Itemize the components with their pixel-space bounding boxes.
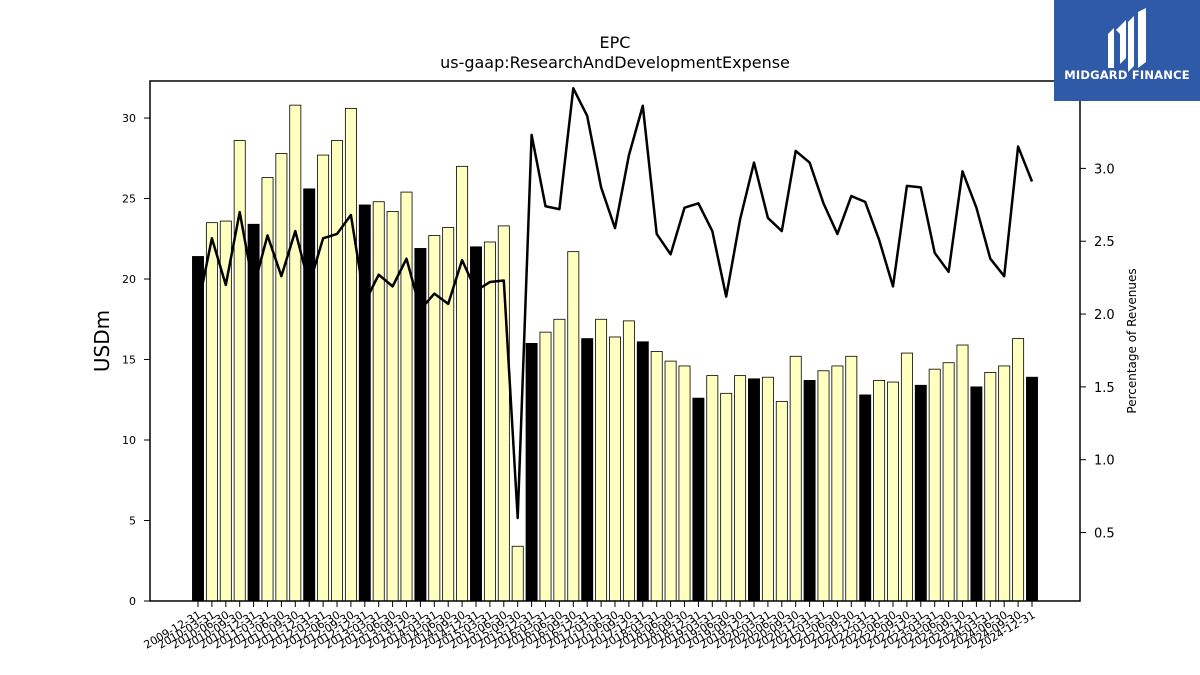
bar-2021-03-31 — [817, 370, 830, 602]
bar-2017-12-31 — [636, 341, 649, 602]
bar-2019-12-31 — [748, 378, 760, 602]
y2-tick-label: 3.0 — [1094, 162, 1115, 177]
bar-2017-03-31 — [595, 318, 608, 602]
bar-2016-09-30 — [567, 251, 580, 602]
bar-2019-09-30 — [734, 375, 747, 602]
bar-2019-03-31 — [706, 375, 719, 602]
bar-2022-09-30 — [900, 352, 913, 602]
bar-group — [192, 104, 1038, 602]
bar-2012-09-30 — [344, 107, 357, 602]
bar-2013-03-31 — [372, 201, 385, 602]
bar-2012-12-31 — [358, 204, 371, 602]
bar-2012-03-31 — [317, 154, 330, 602]
bar-2010-12-31 — [247, 223, 260, 602]
chart-subtitle: us-gaap:ResearchAndDevelopmentExpense — [440, 53, 790, 72]
bar-2017-06-30 — [609, 336, 621, 602]
bar-2014-12-31 — [470, 246, 482, 602]
bar-2020-12-31 — [803, 380, 816, 602]
midgard-finance-logo: MIDGARD FINANCE — [1054, 0, 1200, 101]
y2-tick-label: 2.5 — [1094, 235, 1115, 250]
y-tick-label: 5 — [129, 515, 136, 528]
bar-2022-06-30 — [887, 381, 899, 602]
y-tick-label: 15 — [122, 354, 136, 367]
bar-2010-06-30 — [219, 220, 232, 602]
bar-2013-09-30 — [400, 191, 413, 602]
bar-2013-06-30 — [386, 210, 399, 602]
bar-2018-09-30 — [678, 365, 691, 602]
bar-2021-09-30 — [845, 355, 858, 602]
y2-tick-label: 2.0 — [1094, 308, 1115, 323]
bar-2023-12-31 — [970, 386, 983, 602]
bar-2014-03-31 — [428, 235, 441, 602]
right-axis-ticks: 0.51.01.52.02.53.03.5 — [1080, 90, 1115, 542]
y-tick-label: 25 — [122, 193, 136, 206]
bar-2009-12-31 — [192, 256, 204, 602]
bar-2012-06-30 — [331, 140, 343, 602]
y2-tick-label: 1.0 — [1094, 454, 1115, 469]
bar-2023-03-31 — [928, 368, 941, 602]
bar-2015-09-30 — [511, 545, 524, 602]
bar-2013-12-31 — [414, 248, 427, 602]
bar-2010-09-30 — [233, 140, 246, 602]
bar-2014-09-30 — [456, 165, 469, 602]
x-axis-ticks: 2009-12-312010-03-312010-06-302010-09-30… — [142, 601, 1038, 652]
bar-2011-12-31 — [303, 188, 316, 602]
bar-2018-06-30 — [664, 360, 677, 602]
bar-2019-06-30 — [720, 392, 733, 602]
bar-2023-06-30 — [942, 362, 955, 602]
chart-title: EPC — [600, 33, 631, 52]
bar-2021-12-31 — [859, 394, 872, 602]
bar-2015-03-31 — [483, 241, 496, 602]
bar-2021-06-30 — [831, 365, 844, 602]
bar-2016-12-31 — [581, 338, 594, 602]
bar-2020-06-30 — [775, 400, 788, 602]
bar-2024-03-31 — [984, 371, 997, 602]
bar-2011-06-30 — [275, 153, 288, 602]
y-tick-label: 20 — [122, 273, 136, 286]
y2-tick-label: 1.5 — [1094, 381, 1115, 396]
logo-text: MIDGARD FINANCE — [1064, 68, 1190, 82]
y-tick-label: 0 — [129, 595, 136, 608]
bar-2017-09-30 — [622, 320, 635, 602]
bar-2011-03-31 — [261, 177, 274, 602]
percentage-line — [196, 87, 1034, 520]
y-tick-label: 30 — [122, 112, 136, 125]
bar-2011-09-30 — [289, 104, 302, 602]
bar-2014-06-30 — [442, 227, 455, 602]
bar-2018-03-31 — [650, 351, 663, 602]
y-tick-label: 10 — [122, 434, 136, 447]
bar-2016-06-30 — [553, 318, 566, 602]
bar-2024-09-30 — [1012, 338, 1025, 602]
bar-2022-12-31 — [914, 384, 927, 602]
bar-2015-12-31 — [525, 343, 538, 602]
bar-2024-06-30 — [998, 365, 1011, 602]
bar-2020-09-30 — [789, 355, 802, 602]
bar-2016-03-31 — [539, 331, 552, 602]
y2-tick-label: 0.5 — [1094, 527, 1115, 542]
y2-axis-label: Percentage of Revenues — [1125, 268, 1139, 413]
logo-mark-icon — [1108, 8, 1146, 72]
bar-2022-03-31 — [873, 380, 886, 602]
y-axis-label: USDm — [90, 310, 114, 372]
bar-2018-12-31 — [692, 397, 705, 602]
bar-2023-09-30 — [956, 344, 969, 602]
left-axis-ticks: 0 5 10 15 20 25 30 — [122, 112, 150, 608]
bar-2024-12-31 — [1026, 376, 1038, 602]
bar-2010-03-31 — [205, 222, 218, 602]
line-group — [196, 87, 1034, 520]
bar-2020-03-31 — [761, 376, 774, 602]
